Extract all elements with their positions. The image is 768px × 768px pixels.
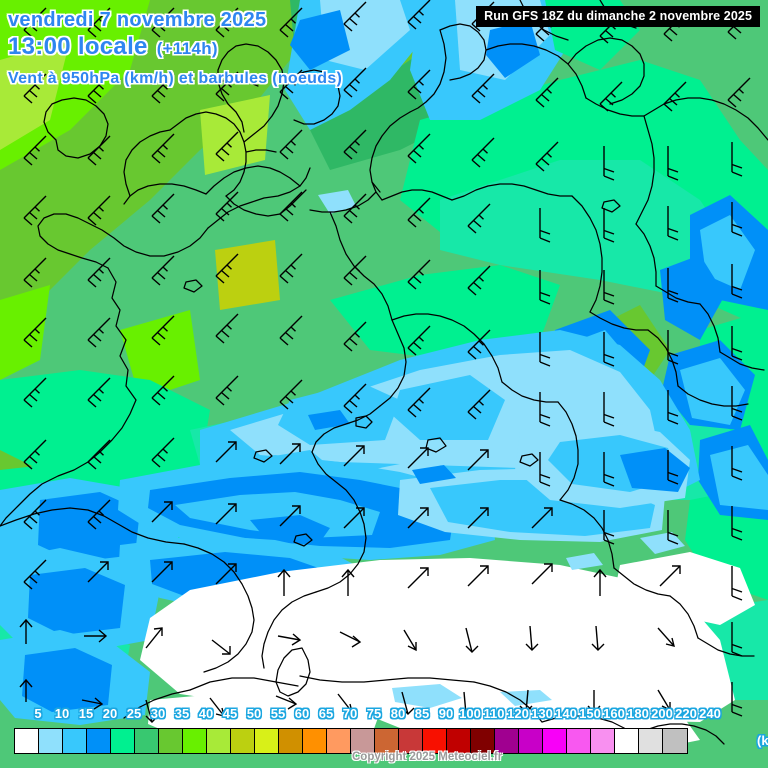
- colorbar-tick-label: 85: [414, 706, 430, 721]
- colorbar-tick-label: 120: [507, 706, 529, 721]
- colorbar-tick-label: 65: [318, 706, 334, 721]
- colorbar-swatch[interactable]: [375, 729, 399, 753]
- colorbar-swatches[interactable]: [14, 728, 688, 754]
- colorbar-swatch[interactable]: [639, 729, 663, 753]
- colorbar-unit-label: (km/h): [757, 733, 768, 748]
- colorbar-swatch[interactable]: [183, 729, 207, 753]
- colorbar-tick-label: 75: [366, 706, 382, 721]
- colorbar-tick-label: 110: [483, 706, 505, 721]
- colorbar-swatch[interactable]: [15, 729, 39, 753]
- colorbar-tick-label: 35: [174, 706, 190, 721]
- colorbar-swatch[interactable]: [87, 729, 111, 753]
- colorbar-swatch[interactable]: [303, 729, 327, 753]
- colorbar-swatch[interactable]: [351, 729, 375, 753]
- forecast-time-row: 13:00 locale (+114h): [8, 33, 218, 61]
- colorbar-swatch[interactable]: [423, 729, 447, 753]
- colorbar-swatch[interactable]: [543, 729, 567, 753]
- colorbar-swatch[interactable]: [471, 729, 495, 753]
- colorbar-tick-label: 220: [675, 706, 697, 721]
- colorbar-swatch[interactable]: [279, 729, 303, 753]
- forecast-date-label: vendredi 7 novembre 2025: [8, 9, 267, 31]
- colorbar-swatch[interactable]: [567, 729, 591, 753]
- colorbar-tick-label: 180: [627, 706, 649, 721]
- colorbar-swatch[interactable]: [231, 729, 255, 753]
- parameter-label: Vent à 950hPa (km/h) et barbules (noeuds…: [8, 70, 343, 87]
- colorbar-tick-label: 5: [34, 706, 42, 721]
- colorbar-swatch[interactable]: [327, 729, 351, 753]
- colorbar-tick-label: 50: [246, 706, 262, 721]
- colorbar-tick-label: 160: [603, 706, 625, 721]
- colorbar-tick-label: 40: [198, 706, 214, 721]
- colorbar-tick-label: 20: [102, 706, 118, 721]
- colorbar-swatch[interactable]: [591, 729, 615, 753]
- colorbar-tick-label: 15: [78, 706, 94, 721]
- colorbar-tick-label: 70: [342, 706, 358, 721]
- colorbar-swatch[interactable]: [399, 729, 423, 753]
- colorbar-tick-label: 45: [222, 706, 238, 721]
- colorbar-tick-label: 240: [699, 706, 721, 721]
- colorbar-swatch[interactable]: [255, 729, 279, 753]
- colorbar-tick-label: 80: [390, 706, 406, 721]
- colorbar-tick-label: 10: [54, 706, 70, 721]
- colorbar-swatch[interactable]: [39, 729, 63, 753]
- colorbar-swatch[interactable]: [447, 729, 471, 753]
- colorbar-tick-label: 30: [150, 706, 166, 721]
- copyright-notice: Copyright 2025 Meteociel.fr: [352, 751, 503, 763]
- wind-speed-colorbar[interactable]: 5 10 15 20 25 30 35 40 45 50 55 60 65 70 75 80 85 90 100 11…: [0, 706, 768, 756]
- colorbar-swatch[interactable]: [495, 729, 519, 753]
- model-run-banner: Run GFS 18Z du dimanche 2 novembre 2025: [476, 6, 760, 27]
- colorbar-tick-label: 25: [126, 706, 142, 721]
- colorbar-swatch[interactable]: [663, 729, 687, 753]
- colorbar-swatch[interactable]: [63, 729, 87, 753]
- colorbar-tick-label: 130: [531, 706, 553, 721]
- colorbar-swatch[interactable]: [159, 729, 183, 753]
- forecast-lead-time-label: (+114h): [156, 39, 218, 58]
- colorbar-swatch[interactable]: [615, 729, 639, 753]
- colorbar-tick-label: 150: [579, 706, 601, 721]
- colorbar-tick-label: 55: [270, 706, 286, 721]
- colorbar-swatch[interactable]: [135, 729, 159, 753]
- colorbar-tick-label: 100: [459, 706, 481, 721]
- colorbar-swatch[interactable]: [519, 729, 543, 753]
- colorbar-tick-labels: 5 10 15 20 25 30 35 40 45 50 55 60 65 70 75 80 85 90 100 11…: [0, 706, 768, 728]
- colorbar-tick-label: 60: [294, 706, 310, 721]
- forecast-time-label: 13:00 locale: [8, 33, 148, 60]
- colorbar-tick-label: 200: [651, 706, 673, 721]
- colorbar-swatch[interactable]: [111, 729, 135, 753]
- colorbar-tick-label: 140: [555, 706, 577, 721]
- colorbar-tick-label: 90: [438, 706, 454, 721]
- colorbar-swatch[interactable]: [207, 729, 231, 753]
